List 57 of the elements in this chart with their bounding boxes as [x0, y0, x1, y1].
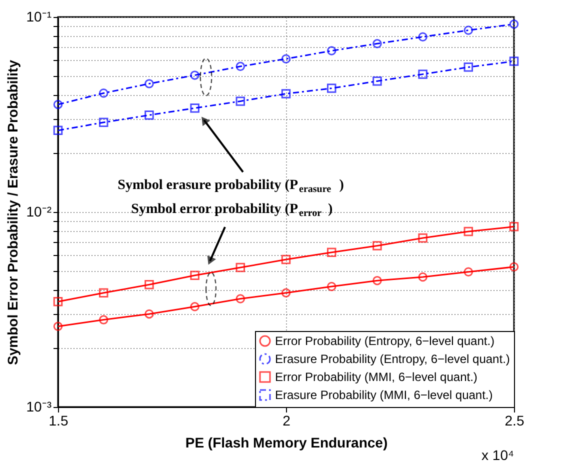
y-tick-label: 10⁻³: [26, 398, 52, 414]
point: [372, 39, 382, 48]
point: [281, 288, 291, 298]
point: [418, 32, 428, 42]
point: [98, 315, 108, 324]
point: [190, 103, 200, 113]
point: [281, 89, 291, 98]
point: [326, 84, 336, 93]
point: [98, 118, 108, 128]
point: [509, 262, 519, 272]
point: [144, 110, 154, 120]
point: [418, 233, 428, 243]
point: [236, 262, 246, 272]
point: [281, 54, 291, 64]
point: [98, 288, 108, 298]
point: [190, 70, 200, 80]
point: [464, 26, 474, 35]
point: [509, 222, 519, 232]
point: [326, 282, 336, 292]
point: [372, 76, 382, 86]
y-axis-title: Symbol Error Probability / Erasure Probability: [4, 60, 20, 365]
y-tick-label: 10⁻¹: [26, 8, 52, 24]
text: x 10⁴: [482, 447, 514, 463]
point: [236, 294, 246, 304]
point: [190, 270, 200, 280]
point: [53, 297, 63, 306]
point: [144, 309, 154, 319]
y-tick-label: 10⁻²: [26, 204, 52, 220]
point: [464, 226, 474, 236]
point: [464, 267, 474, 277]
x-axis-title: PE (Flash Memory Endurance): [185, 434, 388, 450]
point: [53, 126, 63, 136]
point: [464, 62, 474, 72]
point: [190, 302, 200, 312]
point: [98, 88, 108, 98]
legend-label: Erasure Probability (Entropy, 6−level quant.): [275, 352, 510, 366]
point: [418, 272, 428, 282]
point: [53, 322, 63, 332]
legend-label: Erasure Probability (MMI, 6−level quant.): [275, 388, 493, 402]
point: [509, 20, 519, 29]
point: [418, 70, 428, 79]
point: [509, 56, 519, 66]
point: [236, 96, 246, 106]
point: [372, 241, 382, 250]
point: [326, 248, 336, 257]
point: [144, 280, 154, 290]
x-tick-label: 1.5: [48, 412, 68, 428]
x-tick-label: 2.5: [504, 412, 524, 428]
point: [281, 254, 291, 264]
x-tick-label: 2: [282, 412, 291, 428]
legend-label: Error Probability (Entropy, 6−level quant.): [275, 334, 495, 348]
point: [236, 62, 246, 72]
point: [326, 46, 336, 56]
legend-label: Error Probability (MMI, 6−level quant.): [275, 370, 478, 384]
point: [144, 79, 154, 88]
point: [372, 276, 382, 286]
point: [53, 100, 63, 110]
